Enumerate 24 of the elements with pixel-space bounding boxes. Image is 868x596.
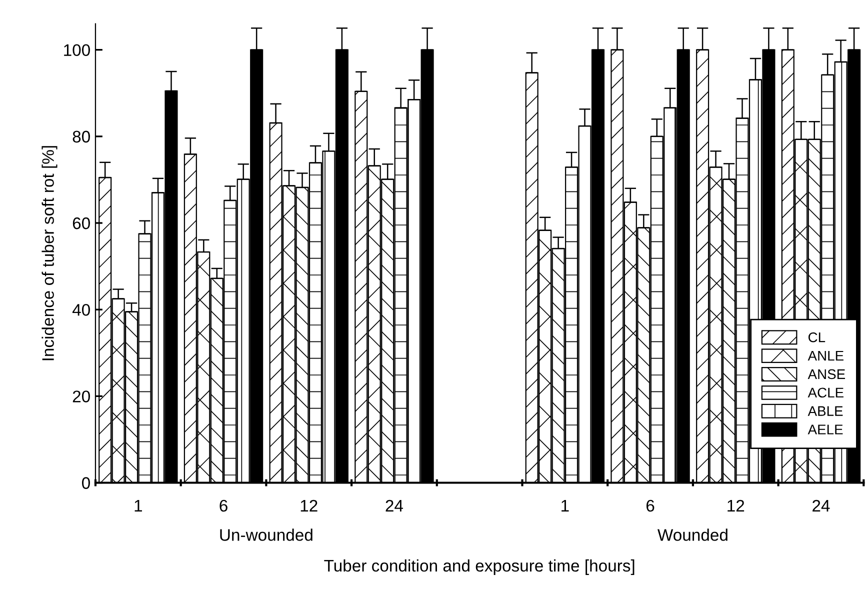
- legend-label: CL: [808, 332, 826, 342]
- legend-label: ANLE: [808, 350, 844, 361]
- text: Wounded: [658, 528, 728, 541]
- legend-label: ABLE: [808, 406, 843, 416]
- legend-label: AELE: [808, 424, 843, 434]
- x-tick-label: 1: [134, 500, 142, 512]
- y-tick-label: 100: [64, 44, 90, 56]
- y-tick-label: 80: [72, 130, 90, 143]
- y-axis-title: Incidence of tuber soft rot [%]: [42, 146, 58, 360]
- x-tick-label: 24: [386, 500, 403, 512]
- y-tick-label: 0: [82, 477, 90, 489]
- x-tick-label: 12: [300, 500, 318, 512]
- y-tick-label: 40: [72, 304, 90, 316]
- x-axis-title: Tuber condition and exposure time [hours]: [324, 559, 634, 575]
- legend-label: ANSE: [808, 369, 846, 380]
- x-tick-label: 24: [812, 500, 830, 512]
- legend-label: ACLE: [808, 388, 844, 398]
- y-tick-label: 20: [72, 390, 90, 402]
- x-tick-label: 12: [728, 500, 744, 512]
- x-tick-label: 1: [562, 500, 569, 512]
- x-tick-label: 6: [220, 500, 228, 512]
- text: Un-wounded: [220, 528, 312, 541]
- y-tick-label: 60: [72, 217, 90, 230]
- x-tick-label: 6: [646, 500, 654, 512]
